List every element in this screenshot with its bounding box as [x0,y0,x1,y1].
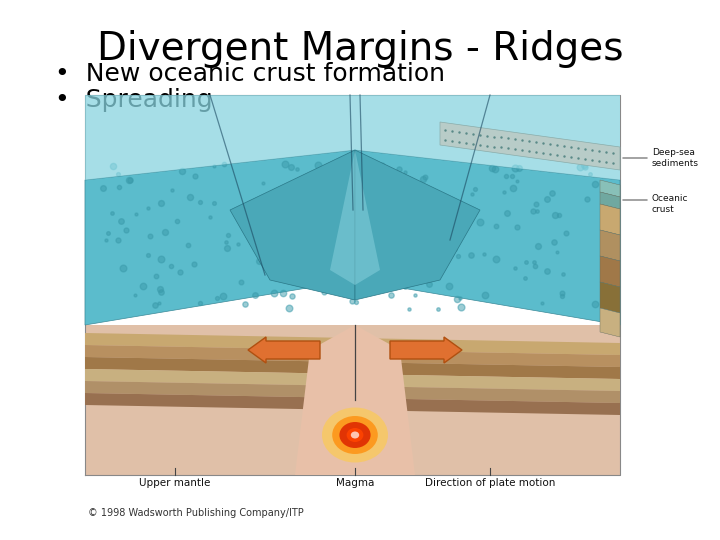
Polygon shape [600,256,620,287]
Text: Deep-sea
sediments: Deep-sea sediments [652,148,699,168]
Polygon shape [295,325,415,475]
Polygon shape [85,150,355,325]
Polygon shape [355,150,620,325]
Text: Magma: Magma [336,478,374,488]
Text: Direction of plate motion: Direction of plate motion [425,478,555,488]
Polygon shape [355,95,620,180]
Text: •  New oceanic crust formation: • New oceanic crust formation [55,62,445,86]
Polygon shape [330,150,380,285]
Ellipse shape [332,416,378,454]
Polygon shape [85,393,620,415]
Polygon shape [355,150,480,300]
Polygon shape [85,325,620,475]
Ellipse shape [322,408,388,462]
Text: Oceanic
crust: Oceanic crust [652,194,688,214]
Polygon shape [85,345,620,367]
Polygon shape [230,150,355,300]
Polygon shape [85,357,620,379]
FancyArrow shape [248,337,320,363]
Text: Upper mantle: Upper mantle [139,478,211,488]
Polygon shape [440,122,620,170]
Polygon shape [600,282,620,313]
Ellipse shape [346,428,364,442]
Text: •  Spreading: • Spreading [55,88,212,112]
Ellipse shape [339,422,371,448]
Polygon shape [600,308,620,337]
Text: Divergent Margins - Ridges: Divergent Margins - Ridges [96,30,624,68]
Polygon shape [600,180,620,197]
Polygon shape [85,333,620,355]
Ellipse shape [351,431,359,438]
Polygon shape [85,95,355,180]
Text: © 1998 Wadsworth Publishing Company/ITP: © 1998 Wadsworth Publishing Company/ITP [88,508,304,518]
Polygon shape [600,204,620,235]
Polygon shape [85,381,620,403]
FancyArrow shape [390,337,462,363]
Polygon shape [600,230,620,261]
Polygon shape [85,369,620,391]
Polygon shape [600,192,620,209]
